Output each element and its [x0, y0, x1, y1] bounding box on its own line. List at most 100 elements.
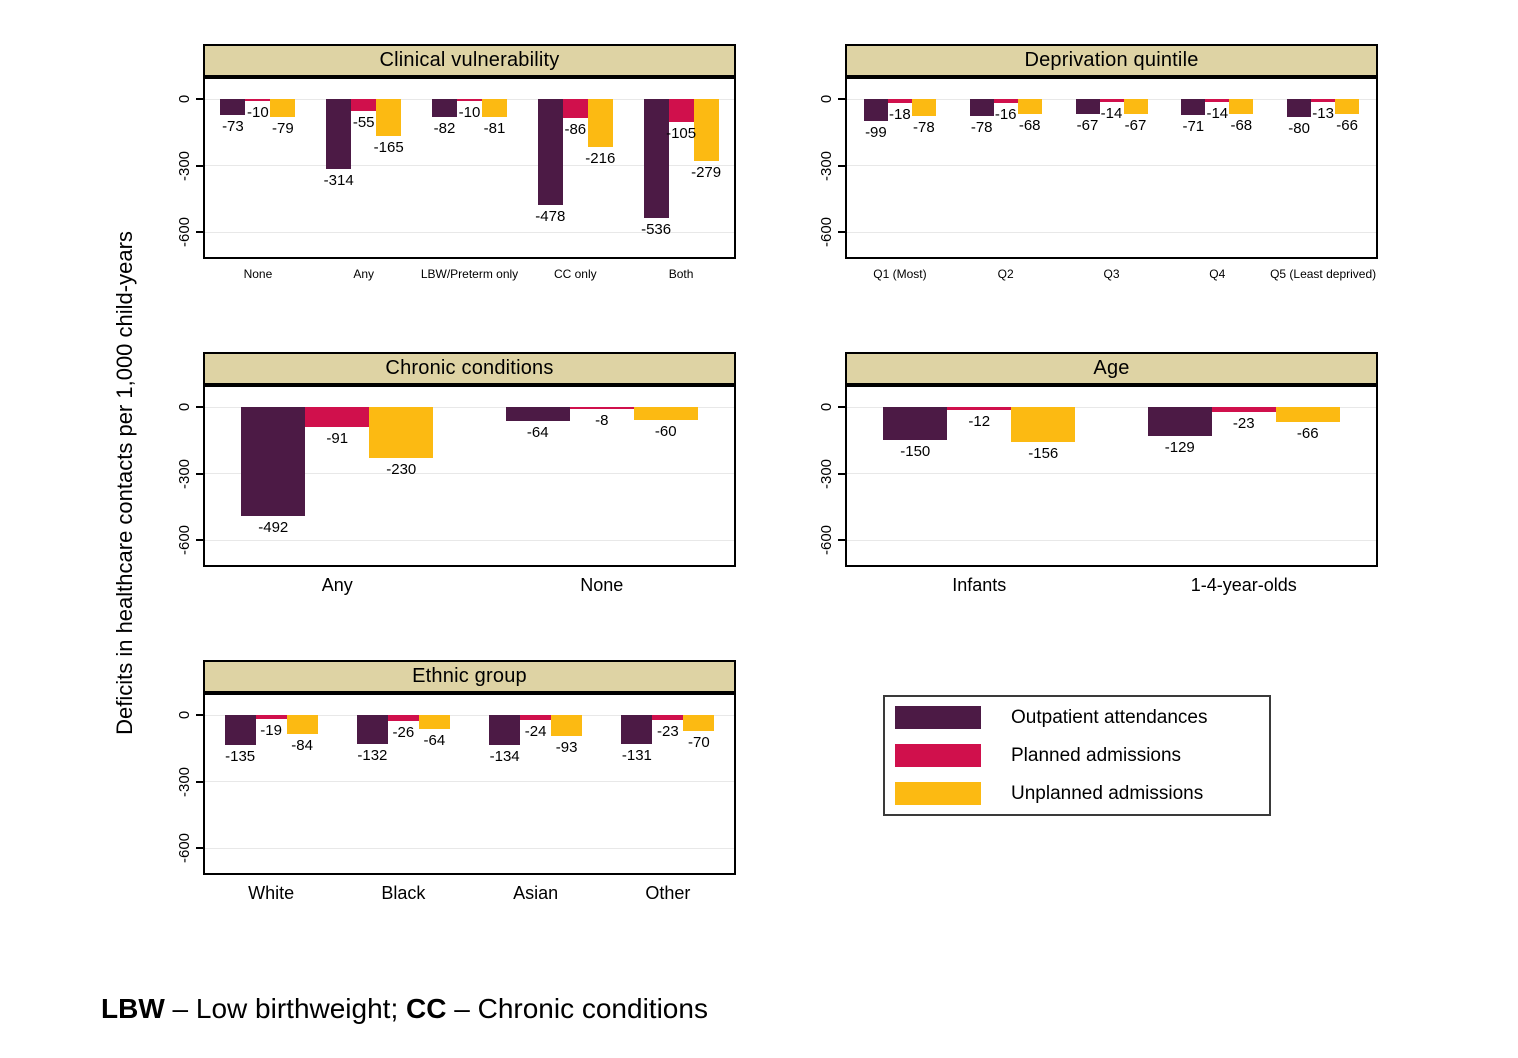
bar-planned: [993, 99, 1018, 103]
bar-value-label: -71: [1182, 118, 1205, 135]
legend: Outpatient attendances Planned admissions…: [883, 695, 1271, 816]
y-tick-label: 0: [176, 94, 193, 104]
bar-value-label: -78: [913, 119, 935, 136]
y-tick-mark: [196, 780, 203, 783]
bar-outpatient: [883, 407, 948, 440]
y-tick-mark: [196, 539, 203, 541]
x-category-label: Black: [381, 883, 426, 903]
bar-unplanned: [270, 99, 296, 117]
bar-unplanned: [1017, 99, 1042, 114]
gridline--600: [205, 847, 734, 849]
bar-value-label: -16: [994, 106, 1017, 123]
bar-planned: [255, 715, 287, 719]
bar-value-label: -134: [489, 748, 520, 765]
bar-planned: [668, 99, 694, 122]
bar-unplanned: [369, 407, 434, 458]
bar-outpatient: [489, 715, 521, 745]
x-category-label: Q2: [997, 267, 1014, 281]
bar-outpatient: [863, 99, 888, 121]
y-tick-mark: [196, 406, 203, 408]
y-tick-label: 0: [818, 402, 835, 412]
bar-planned: [351, 99, 377, 111]
y-tick-label: -600: [176, 524, 193, 556]
legend-item: Planned admissions: [895, 744, 1269, 767]
bar-value-label: -86: [564, 121, 587, 138]
bar-value-label: -19: [260, 722, 282, 739]
bar-value-label: -64: [423, 732, 446, 749]
panel-header-clinical-vulnerability: Clinical vulnerability: [203, 44, 736, 75]
y-tick-mark: [196, 164, 203, 167]
bar-value-label: -8: [595, 412, 609, 429]
bar-value-label: -82: [433, 120, 456, 137]
bar-planned: [562, 99, 588, 118]
bar-value-label: -279: [691, 164, 722, 181]
bar-outpatient: [1147, 407, 1212, 436]
bar-planned: [947, 407, 1012, 410]
x-category-label: Any: [321, 575, 353, 595]
bar-value-label: -91: [326, 430, 349, 447]
bar-value-label: -24: [524, 723, 547, 740]
bar-value-label: -492: [258, 519, 289, 536]
panel-age: Age 0 -300 -600 -150 -129 -12 -23 -156 -66 Infants…: [818, 352, 1378, 595]
panel-deprivation-quintile: Deprivation quintile 0 -300 -600 -99 -78 -67 -7…: [818, 44, 1378, 281]
bar-outpatient: [326, 99, 352, 169]
x-category-label: Both: [668, 267, 694, 281]
footnote-segment: CC: [406, 993, 447, 1024]
panel-header-ethnic-group: Ethnic group: [203, 660, 736, 691]
bar-outpatient: [1181, 99, 1206, 115]
y-tick-label: -600: [818, 216, 835, 248]
panel-title: Chronic conditions: [385, 357, 554, 379]
panel-ethnic-group: Ethnic group 0 -300 -600 -135 -132 -134 -131 -19…: [176, 660, 736, 903]
gridline-0: [205, 406, 734, 408]
x-category-label: Q5 (Least deprived): [1270, 267, 1377, 281]
bar-unplanned: [286, 715, 318, 734]
bar-value-label: -79: [272, 120, 294, 137]
bar-unplanned: [1275, 407, 1340, 422]
x-category-label: Q4: [1209, 267, 1226, 281]
plot-area-clinical-vulnerability: 0 -300 -600 -73 -314 -82 -478 -536 -10 -55 -10 -86 -…: [176, 75, 736, 259]
x-category-label: LBW/Preterm only: [420, 267, 519, 281]
y-tick-mark: [196, 472, 203, 475]
bar-value-label: -73: [222, 118, 244, 135]
bar-value-label: -26: [392, 724, 415, 741]
bar-outpatient: [224, 715, 256, 745]
y-tick-label: -300: [818, 150, 835, 181]
bar-value-label: -150: [900, 443, 931, 460]
bar-outpatient: [505, 407, 570, 421]
x-category-label: None: [580, 575, 624, 595]
bar-unplanned: [376, 99, 402, 136]
x-category-label: Other: [645, 883, 691, 903]
bar-outpatient: [220, 99, 246, 115]
y-tick-mark: [838, 472, 845, 475]
bar-value-label: -68: [1230, 117, 1253, 134]
bar-value-label: -64: [526, 424, 549, 441]
bar-unplanned: [911, 99, 936, 116]
footnote-segment: LBW: [101, 993, 165, 1024]
legend-item-label: Unplanned admissions: [1011, 782, 1204, 804]
y-tick-label: -600: [176, 832, 193, 864]
y-tick-mark: [838, 164, 845, 167]
bar-value-label: -135: [225, 748, 256, 765]
y-tick-label: 0: [818, 94, 835, 104]
x-category-label: CC only: [553, 267, 597, 281]
bar-value-label: -314: [323, 172, 354, 189]
panel-title: Clinical vulnerability: [379, 49, 560, 71]
panel-header-deprivation-quintile: Deprivation quintile: [845, 44, 1378, 75]
bar-value-label: -60: [654, 423, 677, 440]
bar-value-label: -14: [1100, 105, 1123, 122]
bar-value-label: -105: [666, 125, 697, 142]
bar-value-label: -156: [1028, 445, 1059, 462]
bar-value-label: -129: [1164, 439, 1195, 456]
bar-value-label: -131: [621, 747, 652, 764]
panel-title: Ethnic group: [412, 665, 527, 687]
bar-unplanned: [693, 99, 719, 161]
panel-title: Age: [1093, 357, 1130, 379]
bar-outpatient: [643, 99, 669, 218]
gridline--600: [205, 231, 734, 233]
y-tick-mark: [196, 714, 203, 716]
bar-outpatient: [537, 99, 563, 205]
bar-outpatient: [432, 99, 457, 117]
y-axis-label: Deficits in healthcare contacts per 1,00…: [112, 231, 137, 735]
gridline--600: [847, 539, 1376, 541]
